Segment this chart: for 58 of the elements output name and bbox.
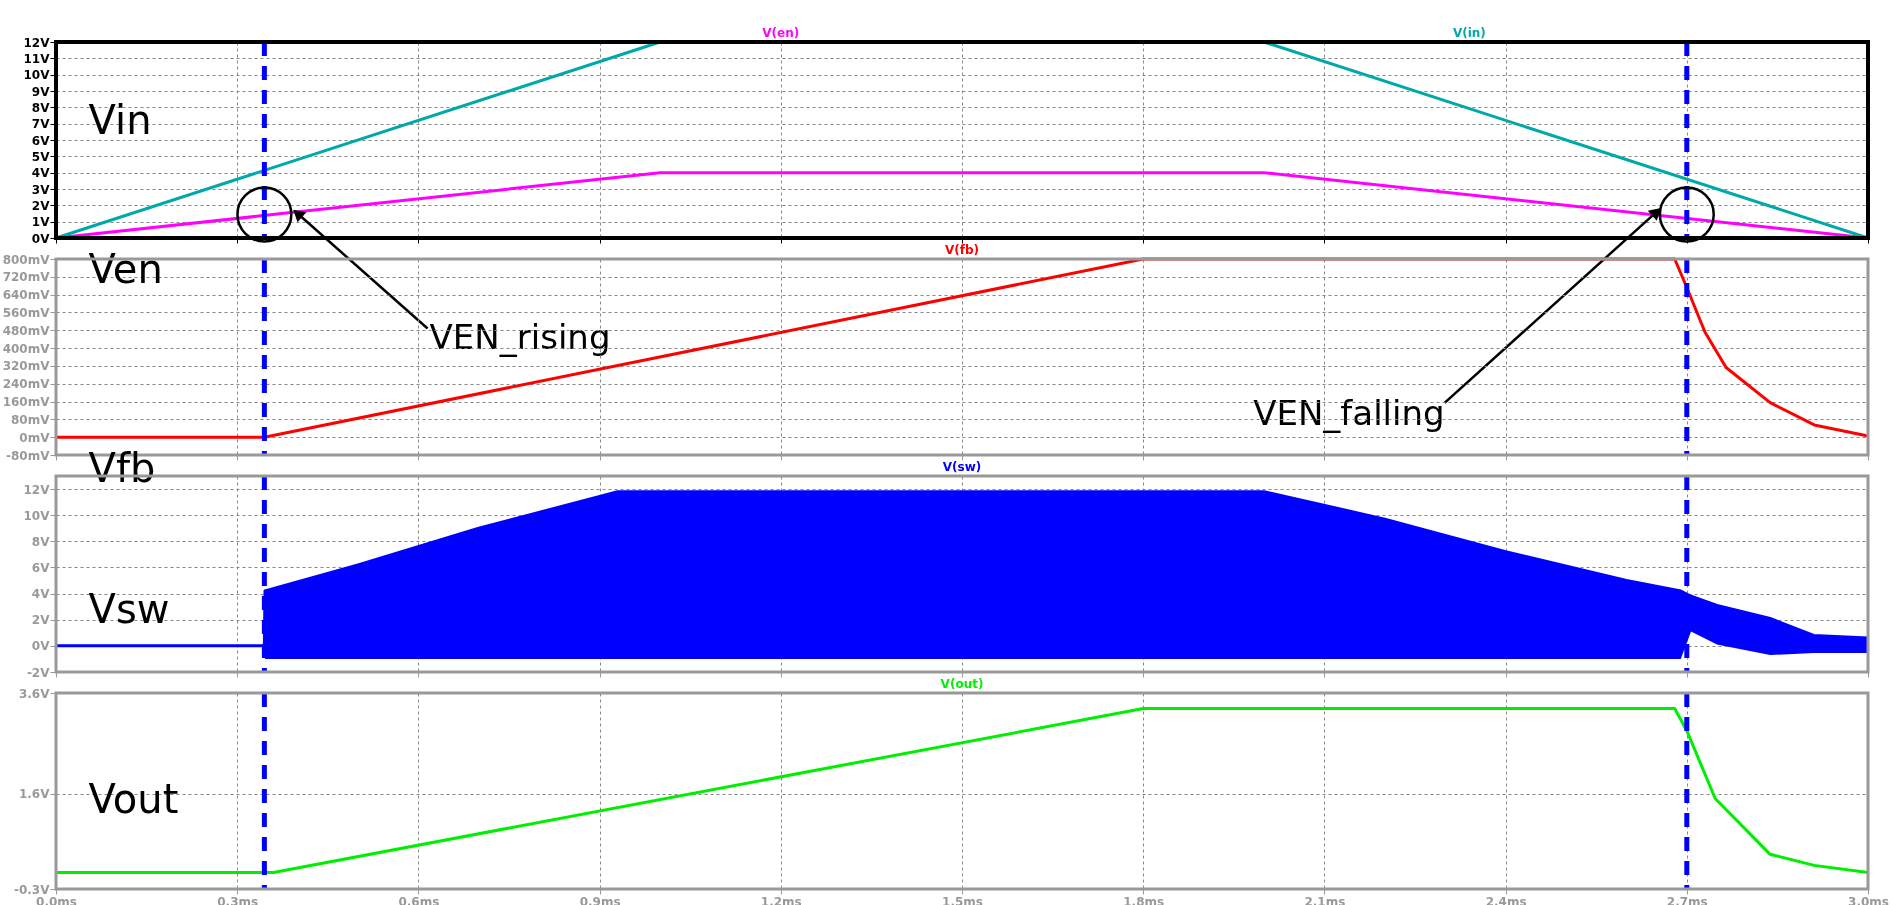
- y-tick-label: 4V: [31, 166, 51, 181]
- annotation: Vsw: [88, 586, 170, 633]
- text: V(in): [1452, 26, 1486, 40]
- x-tick-label: 1.2ms: [760, 894, 802, 905]
- y-tick-label: 5V: [31, 149, 51, 164]
- y-tick-label: 6V: [31, 560, 51, 575]
- y-tick-label: 640mV: [2, 288, 51, 303]
- y-tick-label: 0V: [31, 231, 51, 246]
- y-tick-label: 11V: [23, 51, 51, 66]
- y-tick-label: 720mV: [2, 270, 51, 285]
- y-tick-label: 12V: [23, 35, 51, 50]
- annotation: VEN_rising: [429, 316, 611, 357]
- x-tick-label: 2.7ms: [1666, 894, 1708, 905]
- y-tick-label: 7V: [31, 117, 51, 132]
- y-tick-label: 2V: [31, 613, 51, 628]
- y-tick-label: 6V: [31, 133, 51, 148]
- y-tick-label: -2V: [26, 665, 51, 680]
- y-tick-label: 9V: [31, 84, 51, 99]
- series-label: V(sw): [942, 460, 982, 474]
- y-tick-label: 160mV: [2, 395, 51, 410]
- y-tick-label: -80mV: [6, 448, 51, 463]
- x-tick-label: 1.8ms: [1123, 894, 1165, 905]
- text: V(fb): [944, 243, 980, 257]
- y-tick-label: 1V: [31, 215, 51, 230]
- annotation: Vout: [88, 775, 179, 822]
- y-tick-label: 10V: [23, 68, 51, 83]
- y-tick-label: 8V: [31, 100, 51, 115]
- y-tick-label: 12V: [23, 482, 51, 497]
- annotation: Ven: [88, 245, 163, 292]
- y-tick-label: 1.6V: [18, 787, 51, 802]
- annotation: Vin: [88, 97, 152, 144]
- y-tick-label: 2V: [31, 198, 51, 213]
- x-tick-label: 0.6ms: [398, 894, 440, 905]
- text: V(out): [940, 677, 984, 691]
- y-tick-label: 0mV: [19, 430, 51, 445]
- y-tick-label: 0V: [31, 639, 51, 654]
- y-tick-label: 4V: [31, 587, 51, 602]
- x-tick-label: 0.9ms: [579, 894, 621, 905]
- y-tick-label: 480mV: [2, 323, 51, 338]
- x-tick-label: 2.1ms: [1304, 894, 1346, 905]
- y-tick-label: 400mV: [2, 341, 51, 356]
- text: V(en): [762, 26, 800, 40]
- x-tick-label: 2.4ms: [1485, 894, 1527, 905]
- annotation: VEN_falling: [1253, 392, 1445, 433]
- y-tick-label: 3.6V: [18, 686, 51, 701]
- x-tick-label: 0.3ms: [217, 894, 259, 905]
- x-tick-label: 3.0ms: [1848, 894, 1889, 905]
- y-tick-label: 240mV: [2, 377, 51, 392]
- y-tick-label: 560mV: [2, 305, 51, 320]
- y-tick-label: 3V: [31, 182, 51, 197]
- x-tick-label: 1.5ms: [942, 894, 983, 905]
- y-tick-label: -0.3V: [13, 882, 51, 897]
- x-tick-label: 0.0ms: [36, 894, 77, 905]
- y-tick-label: 320mV: [2, 359, 51, 374]
- y-tick-label: 10V: [23, 508, 51, 523]
- y-tick-label: 80mV: [11, 412, 51, 427]
- y-tick-label: 8V: [31, 534, 51, 549]
- y-tick-label: 800mV: [2, 252, 51, 267]
